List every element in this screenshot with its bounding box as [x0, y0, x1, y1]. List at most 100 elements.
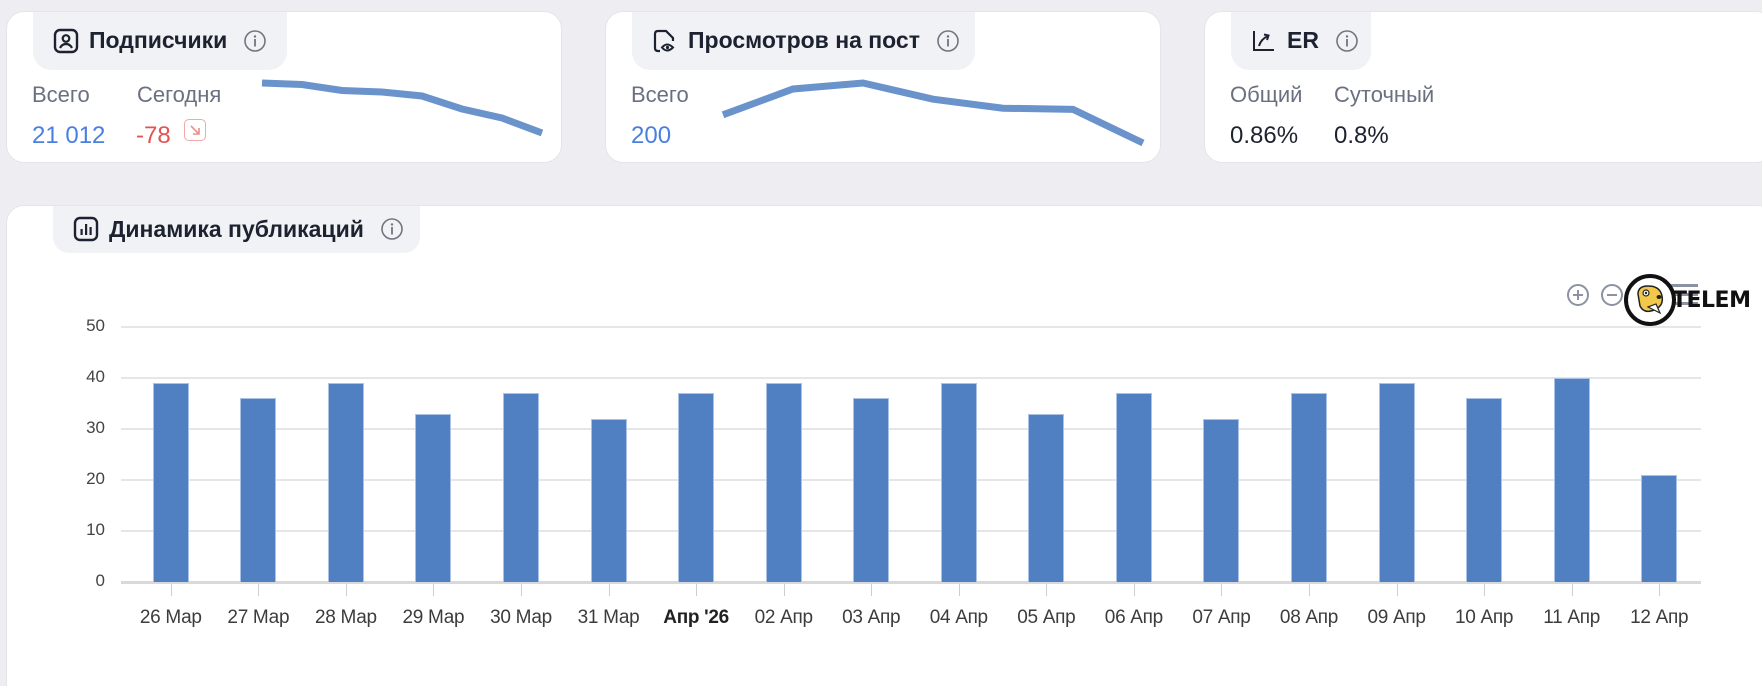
document-eye-icon: [652, 28, 678, 54]
telemetr-watermark: TELEM: [1624, 274, 1751, 326]
subscribers-total-value: 21 012: [32, 122, 106, 149]
card-title: Просмотров на пост: [688, 27, 920, 53]
views-sparkline: [721, 79, 1145, 147]
zoom-in-icon: [1567, 284, 1589, 306]
user-square-icon: [53, 28, 79, 54]
bar[interactable]: [1378, 383, 1415, 582]
x-tick-mark: [1221, 584, 1223, 596]
x-tick-mark: [1659, 584, 1661, 596]
subscribers-card: Подписчики Всего Сегодня 21 012 -78: [6, 11, 562, 163]
x-tick-label: 07 Апр: [1192, 607, 1251, 628]
er-total-label: Общий: [1230, 82, 1303, 107]
x-tick-label: 03 Апр: [842, 607, 901, 628]
publications-card-header: Динамика публикаций: [53, 206, 420, 253]
x-tick-mark: [1396, 584, 1398, 596]
x-tick-mark: [1046, 584, 1048, 596]
x-tick-label: 28 Мар: [314, 607, 377, 628]
views-per-post-card: Просмотров на пост Всего 200: [605, 11, 1161, 163]
bar[interactable]: [853, 398, 890, 582]
card-title: Динамика публикаций: [109, 215, 364, 242]
x-tick-label: 12 Апр: [1630, 607, 1689, 628]
watermark-text: TELEM: [1672, 287, 1751, 313]
total-label: Всего: [631, 82, 689, 107]
card-title: ER: [1287, 27, 1319, 53]
card-title: Подписчики: [89, 27, 228, 53]
x-tick-label: 05 Апр: [1017, 607, 1076, 628]
x-tick-mark: [696, 584, 698, 596]
bar[interactable]: [1291, 393, 1327, 582]
views-total-value: 200: [631, 122, 672, 149]
x-tick-mark: [1133, 584, 1135, 596]
views-card-header: Просмотров на пост: [632, 12, 975, 70]
er-daily-label: Суточный: [1334, 82, 1435, 107]
info-icon[interactable]: [380, 217, 404, 241]
zoom-out-icon: [1601, 284, 1623, 306]
menu-line: [1664, 302, 1698, 305]
gridline: [121, 326, 1701, 328]
x-tick-label: 31 Мар: [577, 607, 640, 628]
bar[interactable]: [415, 413, 452, 582]
y-tick-label: 50: [86, 316, 105, 335]
today-label: Сегодня: [137, 82, 222, 107]
bar[interactable]: [940, 383, 977, 582]
x-tick-mark: [1484, 584, 1486, 596]
bar[interactable]: [1028, 413, 1065, 582]
gridline: [121, 428, 1701, 430]
er-card-header: ER: [1231, 12, 1371, 70]
x-tick-mark: [783, 584, 785, 596]
x-tick-label: 11 Апр: [1543, 607, 1601, 628]
zoom-out-button[interactable]: [1599, 282, 1625, 308]
chart-trend-icon: [1251, 28, 1277, 54]
x-tick-mark: [958, 584, 960, 596]
x-tick-label: Апр '26: [663, 607, 729, 628]
trend-down-icon: [184, 119, 206, 141]
x-tick-label: 26 Мар: [139, 607, 202, 628]
x-tick-label: 08 Апр: [1279, 607, 1339, 628]
chart-menu-button[interactable]: [1664, 284, 1698, 311]
subscribers-card-header: Подписчики: [33, 12, 287, 70]
bar[interactable]: [240, 398, 277, 582]
x-tick-mark: [871, 584, 873, 596]
x-tick-label: 06 Апр: [1104, 607, 1163, 628]
x-tick-label: 27 Мар: [227, 607, 290, 628]
x-tick-label: 09 Апр: [1367, 607, 1426, 628]
bar[interactable]: [327, 383, 364, 582]
bar[interactable]: [678, 393, 715, 582]
dog-logo-icon: [1624, 274, 1676, 326]
bar[interactable]: [1641, 474, 1678, 582]
menu-icon: [1664, 284, 1698, 287]
bar[interactable]: [152, 383, 189, 582]
menu-line: [1664, 293, 1698, 296]
gridline: [121, 377, 1701, 379]
info-icon[interactable]: [1335, 29, 1359, 53]
x-axis-line: [121, 581, 1701, 584]
er-daily-value: 0.8%: [1334, 122, 1389, 149]
bar[interactable]: [503, 393, 539, 582]
bar-chart-icon: [73, 216, 99, 242]
bar[interactable]: [1466, 398, 1503, 582]
x-tick-mark: [1309, 584, 1310, 596]
bar[interactable]: [590, 418, 627, 582]
y-tick-label: 40: [86, 367, 105, 386]
info-icon[interactable]: [936, 29, 960, 53]
subscribers-sparkline: [261, 79, 544, 137]
x-tick-mark: [608, 584, 610, 596]
zoom-in-button[interactable]: [1565, 282, 1591, 308]
x-tick-mark: [433, 584, 435, 596]
x-tick-mark: [170, 584, 172, 596]
bar[interactable]: [1553, 378, 1590, 582]
gridline: [121, 530, 1701, 532]
bar[interactable]: [765, 383, 802, 582]
info-icon[interactable]: [243, 29, 267, 53]
x-tick-label: 10 Апр: [1455, 607, 1514, 628]
x-tick-label: 29 Мар: [402, 607, 465, 628]
er-total-value: 0.86%: [1230, 122, 1299, 149]
bar[interactable]: [1203, 418, 1240, 582]
x-tick-mark: [345, 584, 347, 596]
x-tick-mark: [1571, 584, 1573, 596]
bar[interactable]: [1115, 393, 1152, 582]
subscribers-today-value: -78: [136, 122, 171, 149]
y-tick-label: 20: [86, 469, 105, 488]
y-tick-label: 30: [86, 418, 105, 437]
x-tick-label: 02 Апр: [754, 607, 813, 628]
